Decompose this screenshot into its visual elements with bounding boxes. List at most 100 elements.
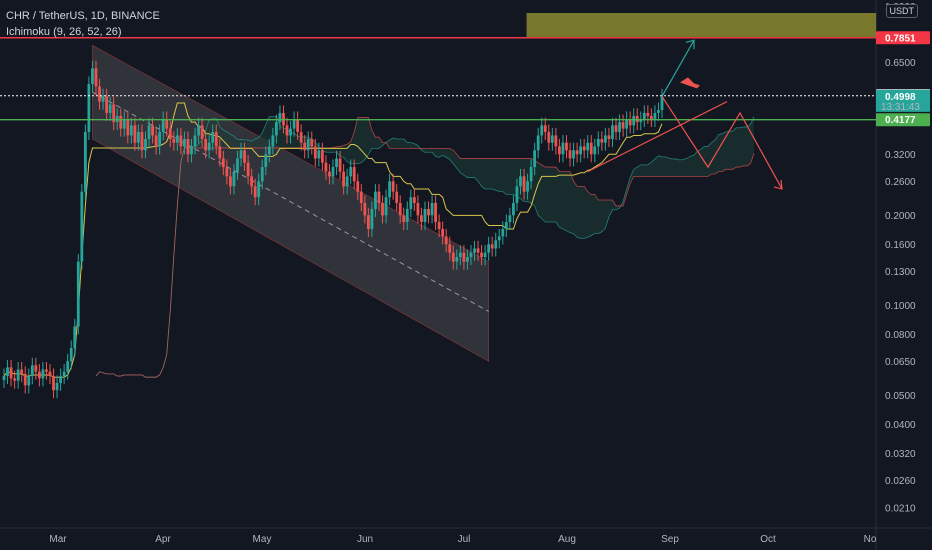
candle-body (434, 202, 437, 222)
candle (451, 245, 455, 270)
candle (416, 195, 420, 224)
candle-body (168, 128, 172, 139)
x-tick-label: Sep (661, 534, 679, 545)
candle-body (13, 378, 17, 381)
candle (306, 131, 310, 159)
candle (34, 357, 38, 380)
senkou-span-a (95, 116, 755, 378)
candle-body (504, 221, 508, 230)
candle (444, 228, 448, 253)
y-tick-label: 0.0210 (885, 503, 916, 514)
candle (504, 214, 508, 238)
candle (423, 201, 427, 231)
candle-body (526, 181, 529, 192)
candle-body (444, 236, 448, 245)
price-tag-0.7851 (876, 31, 930, 45)
candle-body (324, 162, 328, 172)
candle-body (416, 202, 420, 216)
candle-body (317, 150, 321, 159)
bullish-arrow (661, 39, 695, 97)
candle (197, 117, 200, 144)
candle-body (402, 215, 406, 222)
candle-body (451, 252, 455, 262)
candle (6, 359, 9, 385)
candle (621, 114, 625, 137)
symbol-title[interactable]: CHR / TetherUS, 1D, BINANCE (6, 10, 160, 22)
candle (384, 189, 388, 224)
candle-body (147, 125, 151, 139)
x-tick-label: May (253, 534, 272, 545)
candle-body (512, 202, 515, 216)
candle-body (48, 371, 52, 377)
candle-body (80, 191, 84, 262)
candle-body (448, 244, 452, 253)
candle-body (409, 197, 413, 209)
candle (324, 155, 328, 180)
candle (639, 111, 643, 131)
candle-body (274, 122, 278, 136)
candle (607, 127, 611, 148)
candle-body (642, 112, 646, 119)
candle-body (200, 125, 204, 139)
candle (363, 195, 367, 224)
candle-body (221, 158, 225, 168)
candle (646, 105, 650, 124)
candle (642, 105, 646, 128)
candle-body (133, 125, 137, 143)
candle (168, 121, 172, 148)
candle-body (250, 176, 254, 187)
candle-body (466, 257, 469, 262)
candle (441, 221, 445, 245)
candle-body (207, 142, 211, 151)
indicator-title[interactable]: Ichimoku (9, 26, 52, 26) (6, 26, 122, 38)
candle-body (611, 125, 614, 139)
candle-body (27, 376, 31, 386)
candle-body (543, 125, 547, 132)
candle-body (243, 150, 246, 163)
candle-body (455, 257, 459, 262)
candle (388, 173, 392, 206)
x-tick-label: No (864, 534, 877, 545)
candle-body (9, 367, 13, 379)
candle-body (328, 171, 331, 177)
candle (76, 254, 80, 335)
candle-body (381, 202, 384, 216)
candle-body (582, 146, 586, 151)
candle (83, 124, 87, 200)
candle-body (126, 118, 130, 136)
candle-body (246, 162, 250, 177)
candle-body (271, 135, 275, 147)
candle-body (494, 240, 498, 249)
flag-icon (680, 77, 700, 89)
candle-body (497, 236, 501, 241)
candle (267, 138, 271, 163)
candle-body (554, 135, 558, 147)
currency-button[interactable]: USDT (885, 4, 918, 18)
y-tick-label: 0.1000 (885, 301, 916, 312)
candle (352, 159, 356, 190)
candle-body (76, 261, 80, 327)
candle (147, 117, 151, 148)
candle (391, 173, 395, 200)
candle (593, 138, 597, 163)
candle-body (430, 202, 434, 216)
candle (381, 195, 384, 224)
candle-body (391, 181, 395, 192)
candle-body (151, 125, 154, 136)
candle (55, 375, 59, 399)
candle (165, 111, 169, 137)
candle-body (395, 191, 399, 203)
candle (589, 135, 593, 163)
candle (614, 117, 618, 141)
y-tick-label: 0.6500 (885, 58, 916, 69)
candle-body (313, 146, 317, 159)
candle (229, 168, 232, 195)
candle-body (586, 142, 590, 151)
candle (299, 124, 303, 151)
candle-body (572, 150, 575, 159)
candle (345, 168, 349, 195)
candle-body (267, 146, 271, 155)
candle (370, 201, 374, 238)
candle (151, 117, 154, 144)
